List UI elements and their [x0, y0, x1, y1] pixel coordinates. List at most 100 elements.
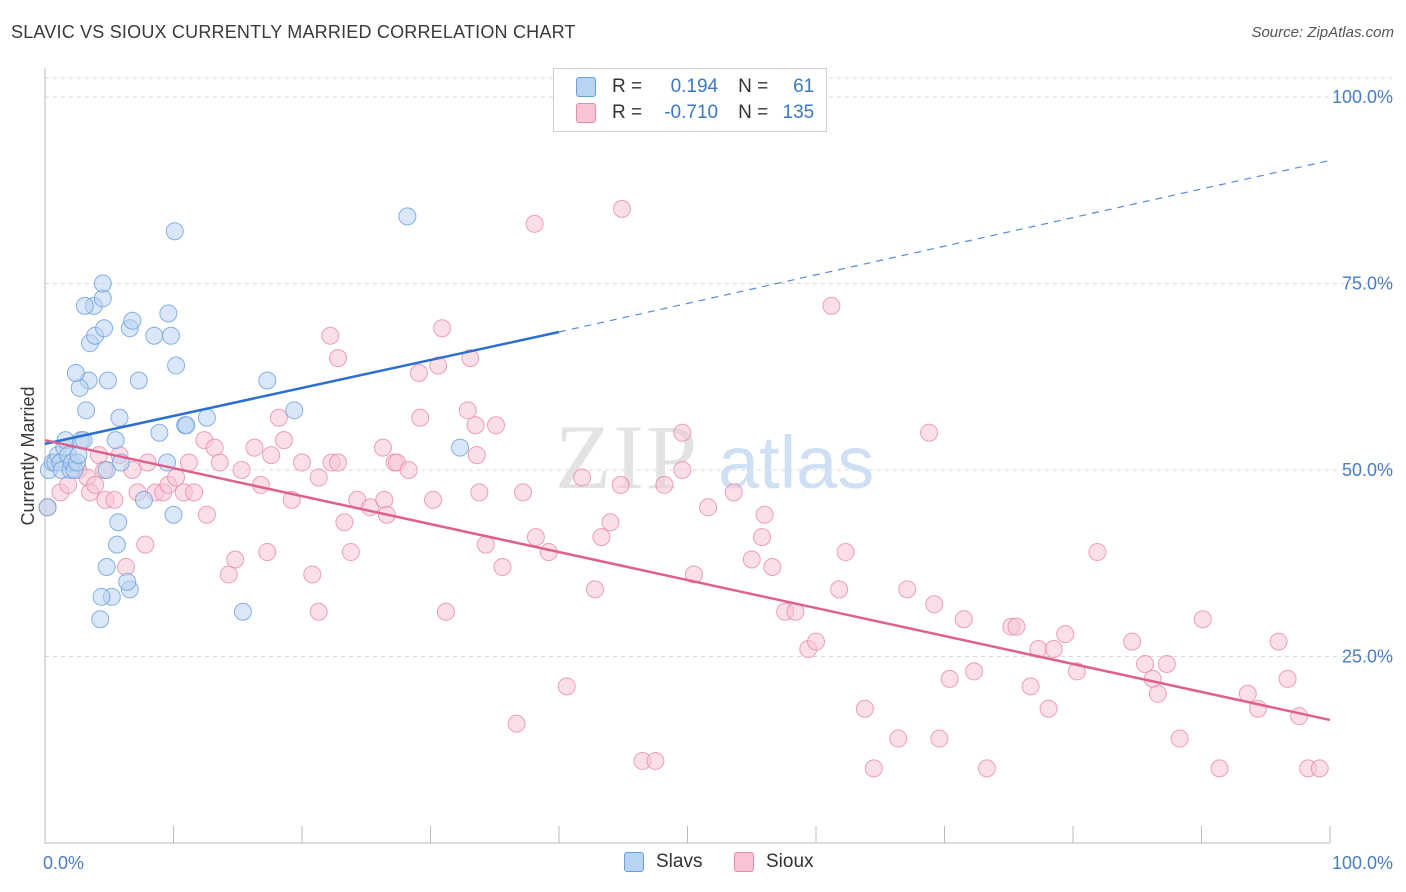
y-tick-label: 25.0%	[1342, 647, 1393, 667]
slavs-point	[110, 408, 129, 427]
sioux-point	[328, 349, 347, 368]
sioux-point	[855, 699, 874, 718]
slavs-point	[177, 416, 196, 435]
sioux-point	[612, 199, 631, 218]
tick-labels: 25.0% 50.0% 75.0% 100.0% 0.0% 100.0%	[43, 87, 1393, 873]
sioux-point	[673, 423, 692, 442]
sioux-point	[592, 528, 611, 547]
sioux-point	[753, 528, 772, 547]
sioux-point	[487, 416, 506, 435]
sioux-point	[466, 416, 485, 435]
sioux-point	[409, 364, 428, 383]
sioux-point	[467, 446, 486, 465]
sioux-point	[1157, 654, 1176, 673]
legend-label-slavs: Slavs	[656, 851, 703, 872]
r-label: R =	[612, 102, 643, 123]
sioux-point	[167, 468, 186, 487]
sioux-point	[136, 535, 155, 554]
sioux-point	[836, 543, 855, 562]
slavs-point	[258, 371, 277, 390]
source-label: Source: ZipAtlas.com	[1251, 24, 1394, 41]
n-label: N =	[738, 102, 769, 123]
sioux-point	[822, 296, 841, 315]
sioux-point	[219, 565, 238, 584]
sioux-point	[341, 543, 360, 562]
bottom-legend: Slavs Sioux	[0, 851, 1406, 877]
svg-text:ZIP: ZIP	[555, 406, 699, 508]
slavs-point	[77, 401, 96, 420]
sioux-point	[373, 438, 392, 457]
slavs-point	[118, 572, 137, 591]
slavs-point	[197, 408, 216, 427]
sioux-point	[210, 453, 229, 472]
legend-row-sioux: R = -0.710 N = 135	[576, 101, 814, 125]
sioux-point	[303, 565, 322, 584]
sioux-point	[954, 610, 973, 629]
sioux-point	[399, 461, 418, 479]
slavs-point	[38, 498, 57, 517]
sioux-point	[205, 438, 224, 457]
sioux-point	[673, 461, 692, 479]
sioux-point	[375, 490, 394, 509]
slavs-point	[165, 222, 184, 241]
slavs-point	[129, 371, 148, 390]
sioux-point	[493, 557, 512, 576]
slavs-point	[109, 513, 128, 532]
sioux-point	[514, 483, 533, 502]
sioux-point	[89, 446, 108, 465]
sioux-trend-line	[44, 438, 1331, 722]
n-value: 135	[782, 102, 815, 123]
sioux-point	[1269, 632, 1288, 651]
x-tick-label: 100.0%	[1332, 853, 1393, 873]
legend-item-sioux: Sioux	[734, 851, 814, 873]
sioux-point	[1170, 729, 1189, 748]
sioux-point	[461, 349, 480, 368]
sioux-point	[755, 505, 774, 524]
sioux-point	[105, 490, 124, 509]
slavs-point	[70, 378, 89, 397]
chart-title: SLAVIC VS SIOUX CURRENTLY MARRIED CORREL…	[11, 22, 576, 42]
sioux-point	[742, 550, 761, 569]
sioux-point	[655, 475, 674, 494]
r-value: 0.194	[670, 76, 719, 97]
sioux-point	[262, 446, 281, 465]
sioux-point	[925, 595, 944, 614]
sioux-point	[293, 453, 311, 472]
x-tick-label: 0.0%	[43, 853, 84, 873]
sioux-point	[433, 319, 452, 338]
slavs-point	[161, 326, 180, 345]
sioux-point	[965, 662, 984, 681]
sioux-point	[328, 453, 347, 472]
sioux-point	[411, 408, 430, 427]
slavs-point	[91, 610, 110, 629]
sioux-point	[1007, 617, 1026, 636]
slavs-point	[285, 401, 304, 420]
slavs-point	[93, 274, 112, 293]
n-label: N =	[738, 76, 769, 97]
slavs-point	[106, 431, 125, 450]
sioux-point	[185, 483, 204, 502]
axes	[44, 68, 1331, 844]
sioux-point	[898, 580, 917, 599]
slavs-point	[107, 535, 126, 554]
sioux-point	[1039, 699, 1058, 718]
sioux-point	[557, 677, 576, 696]
data-points	[38, 199, 1329, 778]
slavs-point	[75, 296, 94, 315]
slavs-trend-extension	[558, 159, 1331, 333]
slavs-point	[66, 364, 85, 383]
sioux-point	[197, 505, 216, 524]
sioux-point	[424, 490, 443, 509]
slavs-point	[233, 602, 252, 621]
sioux-point	[646, 751, 665, 770]
slavs-point	[92, 587, 111, 606]
legend-item-slavs: Slavs	[624, 851, 702, 873]
sioux-point	[573, 468, 592, 487]
sioux-point	[232, 461, 251, 479]
slavs-point	[150, 423, 169, 442]
sioux-point	[977, 759, 996, 778]
sioux-point	[309, 468, 328, 487]
sioux-point	[1067, 662, 1086, 681]
sioux-point	[1088, 543, 1107, 562]
